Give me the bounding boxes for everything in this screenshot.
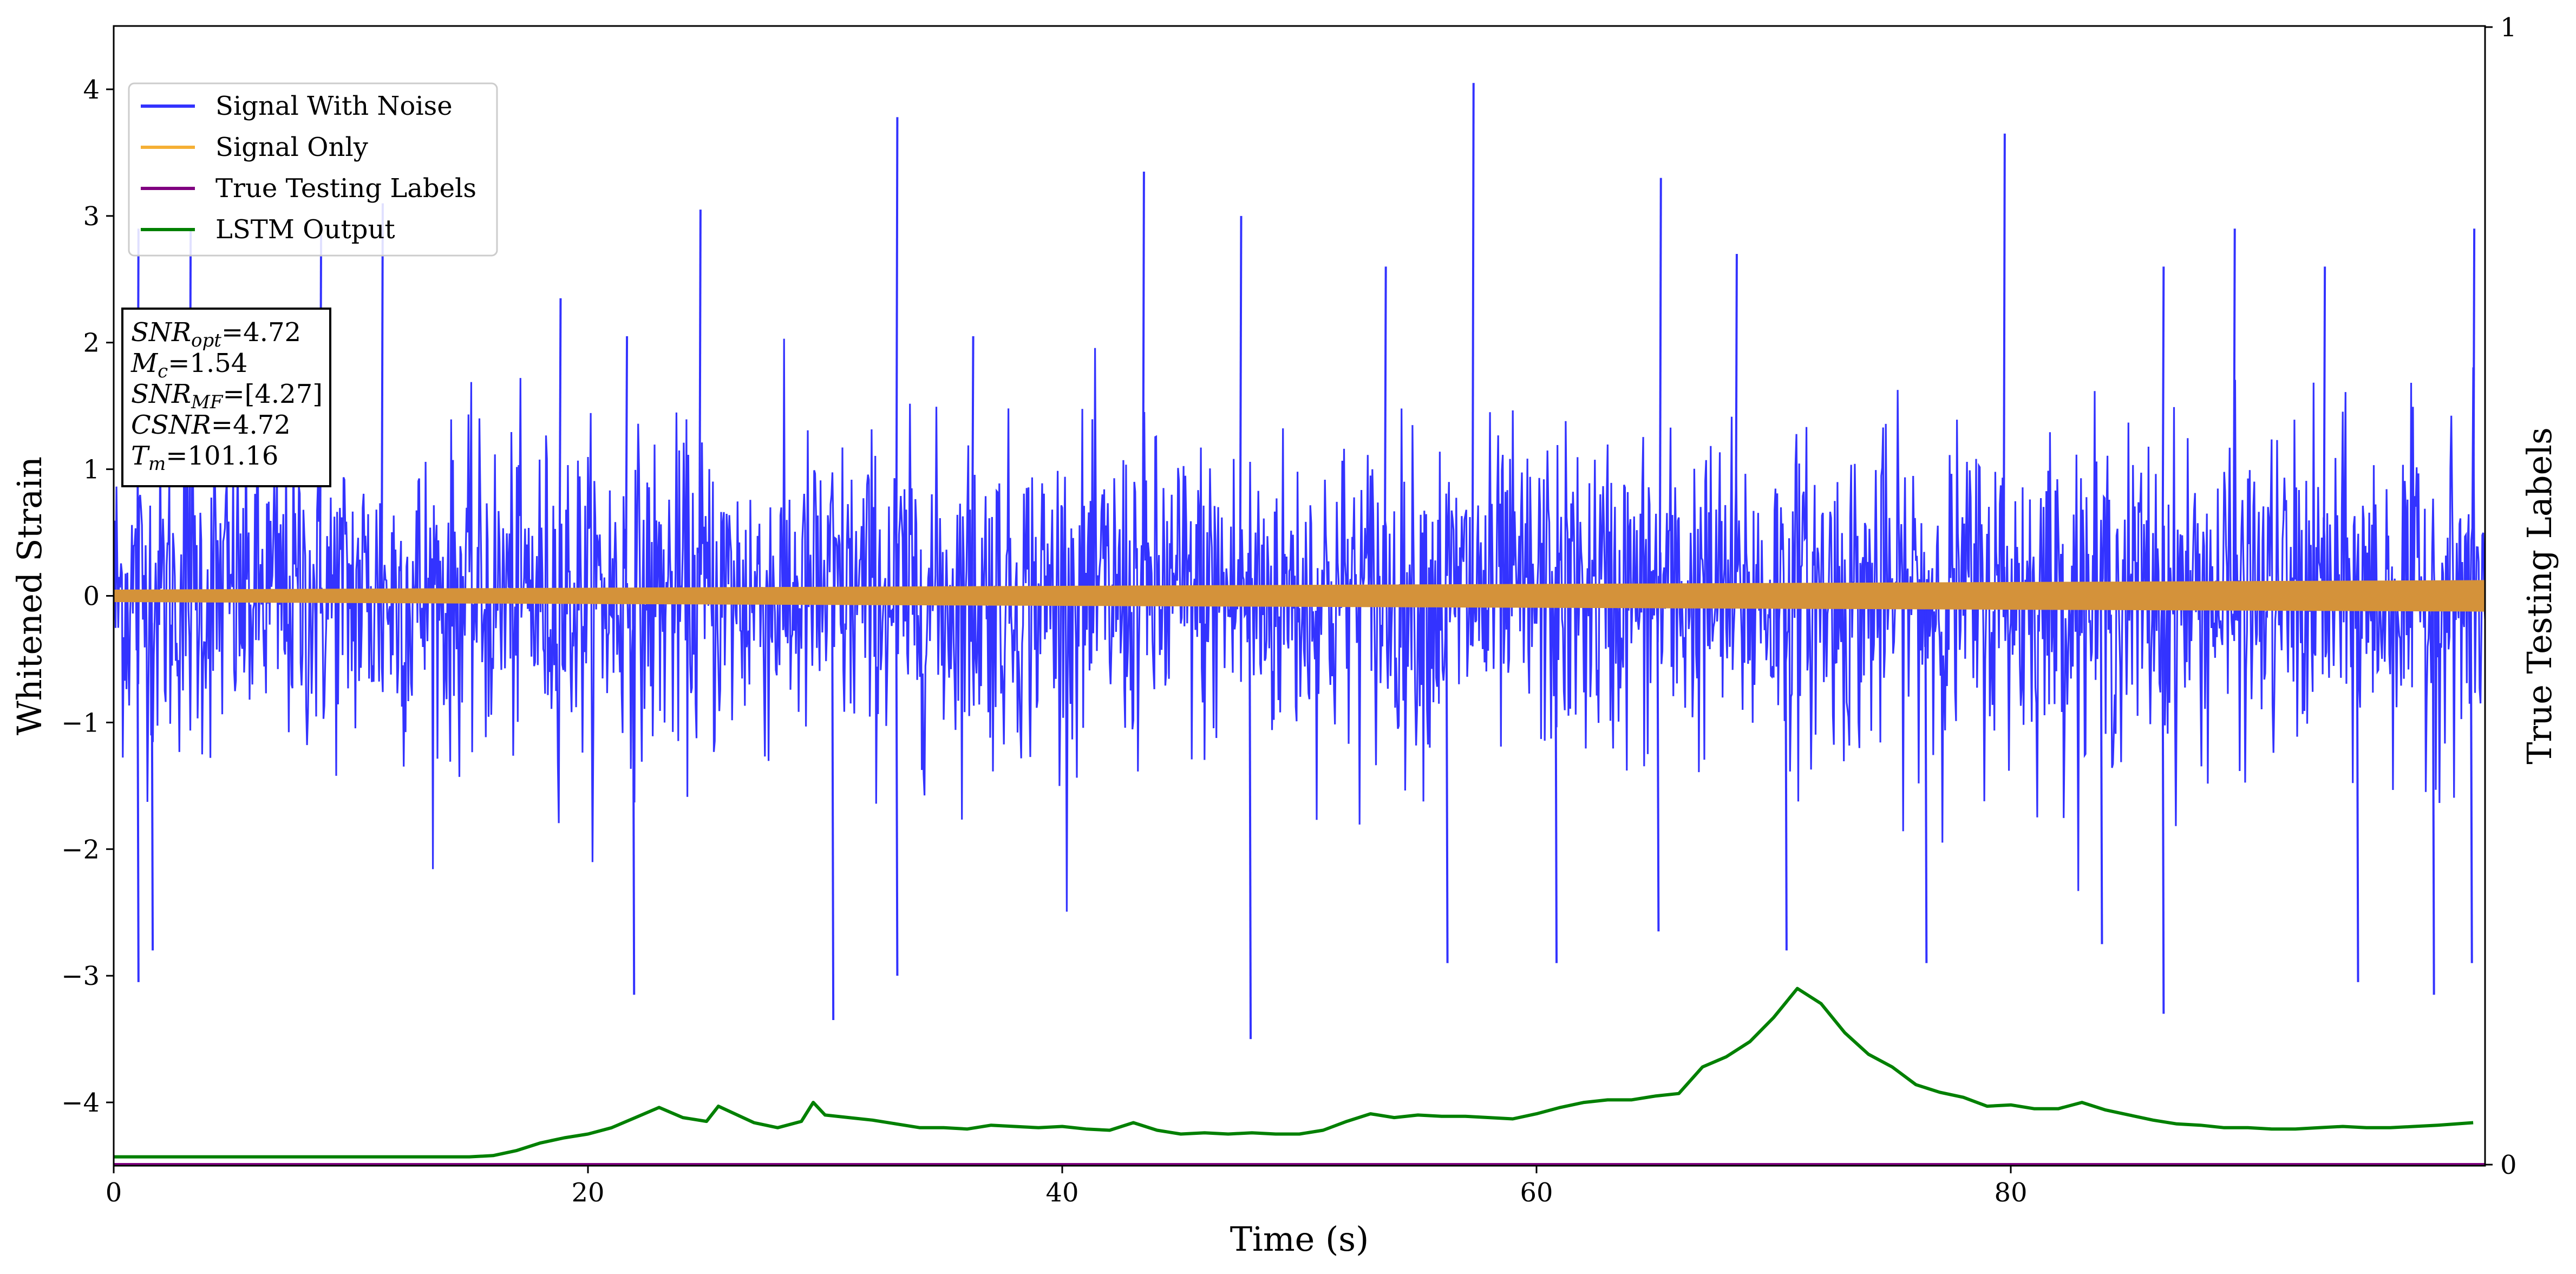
noise-spike (1656, 596, 1660, 932)
legend-label: Signal Only (215, 132, 368, 162)
y-tick-label: 2 (83, 328, 100, 358)
noise-spike (1784, 596, 1788, 951)
y2-tick-label: 1 (2500, 12, 2517, 43)
y-tick-label: 0 (83, 582, 100, 612)
noise-spike (1248, 596, 1252, 1040)
noise-spike (895, 117, 899, 596)
noise-spike (2161, 266, 2165, 596)
noise-spike (2431, 596, 2435, 995)
lstm-output-line (114, 986, 2474, 1159)
noise-spike (136, 596, 140, 982)
noise-spike (2002, 133, 2006, 596)
x-tick-label: 0 (106, 1178, 122, 1208)
legend-label: Signal With Noise (215, 91, 453, 121)
noise-spike (1658, 178, 1662, 596)
noise-spike (895, 596, 899, 976)
noise-spike (831, 596, 835, 1021)
noise-spike (151, 596, 154, 951)
signal-only-band (114, 580, 2485, 612)
noise-spike (1239, 215, 1243, 596)
x-tick-label: 40 (1045, 1178, 1078, 1208)
noise-spike (2469, 596, 2473, 963)
merger-time-text: Tm=101.16 (131, 441, 278, 475)
parameter-annotation-box: SNRopt=4.72 Mc=1.54 SNRMF=[4.27] CSNR=4.… (121, 308, 331, 487)
x-tick-label: 20 (571, 1178, 604, 1208)
y-axis-label: Whitened Strain (10, 456, 49, 735)
y-tick-label: −3 (61, 961, 100, 991)
noise-spike (632, 596, 636, 995)
snr-opt-text: SNRopt=4.72 (131, 317, 301, 351)
noise-spike (2472, 228, 2476, 596)
y-tick-label: 1 (83, 455, 100, 485)
noise-spike (1141, 171, 1145, 596)
noise-spike (380, 203, 384, 596)
noise-spike (1383, 266, 1387, 596)
noise-spike (558, 298, 562, 596)
noise-spike (1445, 596, 1449, 963)
noise-spike (1554, 596, 1558, 963)
x-tick-label: 80 (1994, 1178, 2027, 1208)
noise-spike (2323, 266, 2326, 596)
annotation-border (121, 308, 331, 487)
noise-spike (2356, 596, 2359, 982)
signal-with-noise-line (114, 338, 2485, 912)
x-tick-label: 60 (1520, 1178, 1553, 1208)
csnr-text: CSNR=4.72 (131, 410, 291, 440)
y-tick-label: −2 (61, 834, 100, 865)
noise-spike (1471, 83, 1475, 596)
noise-spike (698, 210, 702, 596)
noise-spike (1924, 596, 1928, 963)
legend: Signal With Noise Signal Only True Testing… (128, 82, 498, 257)
noise-spike (2161, 596, 2165, 1014)
noise-spike (2100, 596, 2103, 944)
noise-spike (625, 336, 629, 596)
y-tick-label: −4 (61, 1088, 100, 1118)
y2-axis-label: True Testing Labels (2520, 427, 2559, 765)
chirp-mass-text: Mc=1.54 (130, 348, 247, 382)
noise-spike (971, 336, 975, 596)
y2-tick-label: 0 (2500, 1150, 2517, 1180)
y-tick-label: 3 (83, 201, 100, 232)
legend-box (128, 82, 498, 257)
y-tick-label: −1 (61, 708, 100, 738)
legend-label: LSTM Output (215, 214, 395, 245)
noise-spike (1734, 253, 1738, 596)
y-tick-label: 4 (83, 75, 100, 105)
plot-area (114, 83, 2485, 1166)
legend-label: True Testing Labels (215, 173, 476, 204)
noise-spike (2232, 228, 2236, 596)
snr-mf-text: SNRMF=[4.27] (131, 379, 323, 413)
x-axis-label: Time (s) (1230, 1219, 1369, 1259)
